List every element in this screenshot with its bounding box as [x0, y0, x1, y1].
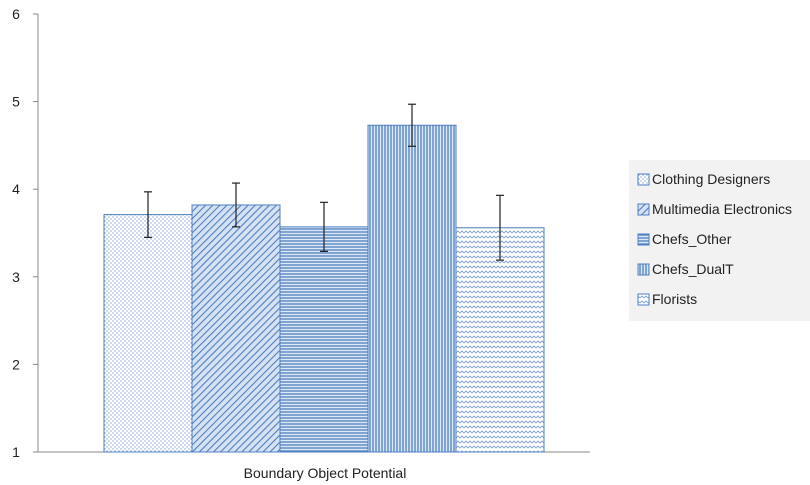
error-bar-chefs-other — [320, 201, 328, 252]
bar-florists — [455, 227, 545, 453]
y-tick-label: 5 — [12, 94, 20, 110]
legend-label: Florists — [652, 291, 697, 307]
y-tick-label: 2 — [12, 356, 20, 372]
bar-multimedia-electronics — [191, 204, 281, 453]
legend-label: Chefs_Other — [652, 231, 732, 247]
legend-swatch — [637, 293, 650, 306]
y-tick-label: 6 — [12, 6, 20, 22]
legend-item-florists: Florists — [637, 291, 697, 307]
legend-item-chefs-dualt: Chefs_DualT — [637, 261, 734, 277]
error-bar-florists — [496, 194, 504, 261]
legend-item-multimedia-electronics: Multimedia Electronics — [637, 201, 792, 217]
error-bar-multimedia-electronics — [232, 182, 240, 228]
bars — [103, 124, 545, 453]
bar-chefs-dualt — [367, 124, 457, 453]
legend-swatch — [637, 203, 650, 216]
x-category-label: Boundary Object Potential — [244, 465, 407, 481]
y-tick-label: 1 — [12, 444, 20, 460]
bar-clothing-designers — [103, 214, 193, 453]
legend-label: Multimedia Electronics — [652, 201, 792, 217]
legend-swatch — [637, 233, 650, 246]
legend-label: Clothing Designers — [652, 171, 770, 187]
legend-item-clothing-designers: Clothing Designers — [637, 171, 770, 187]
y-ticks: 1 2 3 4 5 6 — [12, 6, 38, 460]
legend-label: Chefs_DualT — [652, 261, 734, 277]
y-tick-label: 4 — [12, 181, 20, 197]
error-bar-clothing-designers — [144, 191, 152, 238]
y-tick-label: 3 — [12, 269, 20, 285]
error-bars — [144, 103, 504, 261]
legend-box — [629, 160, 810, 321]
error-bar-chefs-dualt — [408, 103, 416, 147]
legend: Clothing Designers Multimedia Electronics… — [629, 160, 810, 321]
legend-swatch — [637, 263, 650, 276]
legend-item-chefs-other: Chefs_Other — [637, 231, 732, 247]
legend-swatch — [637, 173, 650, 186]
bar-chefs-other — [279, 226, 369, 453]
